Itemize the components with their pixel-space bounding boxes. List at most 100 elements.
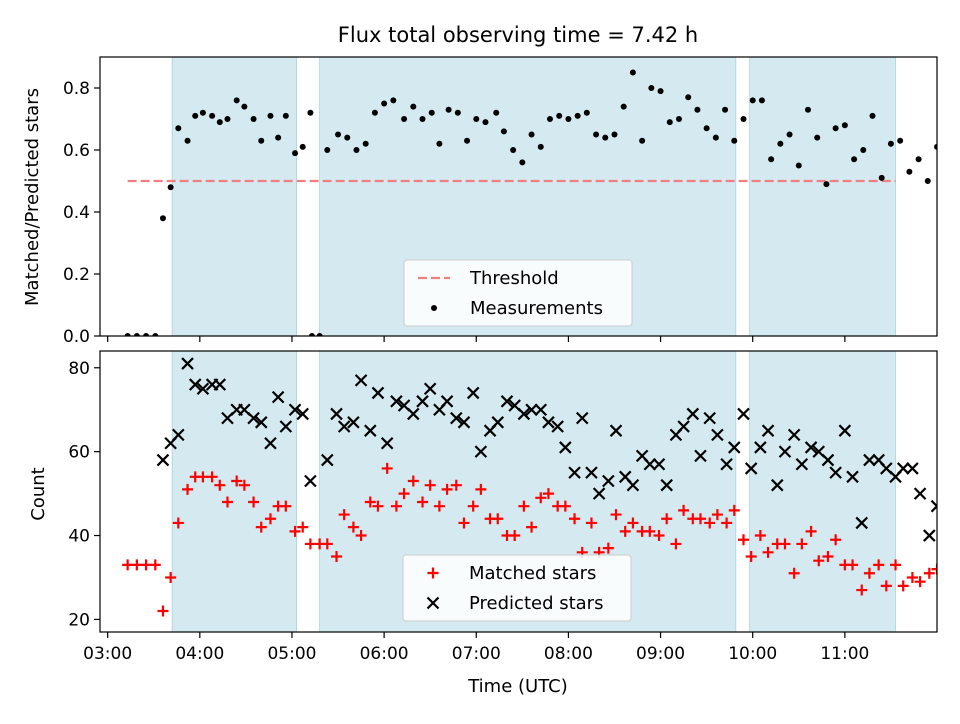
predicted-star-point xyxy=(551,420,564,433)
matched-star-point xyxy=(653,530,665,542)
predicted-star-point xyxy=(407,407,420,421)
matched-star-point xyxy=(559,500,571,512)
matched-star-point xyxy=(165,571,177,583)
matched-star-point xyxy=(197,471,209,483)
x-tick-label: 04:00 xyxy=(175,644,224,664)
measurement-point xyxy=(758,97,765,104)
x-tick-label: 10:00 xyxy=(728,644,777,664)
matched-star-point xyxy=(542,488,554,500)
measurement-point xyxy=(324,147,331,153)
matched-star-point xyxy=(830,534,842,546)
measurement-point xyxy=(482,119,489,126)
matched-star-point xyxy=(458,517,470,529)
y-tick-label: 40 xyxy=(68,527,90,547)
measurement-point xyxy=(851,156,858,163)
measurement-point xyxy=(299,143,306,150)
predicted-star-point xyxy=(188,378,202,391)
bottom-xlabel: Time (UTC) xyxy=(467,676,568,697)
matched-star-point xyxy=(728,504,740,516)
measurement-point xyxy=(275,134,282,141)
predicted-star-point xyxy=(491,416,505,429)
matched-star-point xyxy=(762,546,774,558)
measurement-point xyxy=(934,143,937,150)
predicted-star-point xyxy=(913,487,927,500)
measurement-point xyxy=(335,131,342,138)
axes-frame xyxy=(99,56,938,337)
measurement-point xyxy=(192,112,199,119)
predicted-star-point xyxy=(795,457,809,471)
measurement-point xyxy=(353,147,360,153)
predicted-star-point xyxy=(727,441,741,454)
measurement-point xyxy=(583,109,590,116)
matched-star-point xyxy=(906,571,918,583)
measurement-point xyxy=(648,85,655,91)
predicted-star-point xyxy=(711,428,724,442)
measurement-point xyxy=(611,131,618,138)
matched-star-point xyxy=(923,567,935,579)
observing-window-3 xyxy=(749,56,896,337)
measurement-point xyxy=(639,137,646,144)
measurement-point xyxy=(593,131,600,138)
predicted-star-point xyxy=(534,403,548,416)
predicted-star-point xyxy=(643,457,657,471)
predicted-star-point xyxy=(896,462,910,475)
measurement-point xyxy=(768,156,775,163)
predicted-star-point xyxy=(542,416,555,429)
matched-star-point xyxy=(467,500,479,512)
measurement-point xyxy=(464,137,471,144)
predicted-star-point xyxy=(416,395,429,408)
measurement-point xyxy=(250,116,257,122)
matched-star-point xyxy=(694,513,706,525)
predicted-star-point xyxy=(330,407,343,421)
x-tick-label: 03:00 xyxy=(83,644,132,664)
legend-box xyxy=(402,554,632,622)
measurement-point xyxy=(258,137,265,144)
predicted-star-point xyxy=(271,390,285,404)
matched-star-point xyxy=(172,517,184,529)
predicted-star-point xyxy=(863,453,876,467)
matched-star-point xyxy=(670,538,682,550)
measurement-point xyxy=(602,134,609,141)
measurement-point xyxy=(292,150,299,157)
measurement-point xyxy=(390,97,397,104)
bottom-panel: 20 40 60 80 03:00 04:00 05:00 06:00 07:00 08:00 09… xyxy=(68,350,938,664)
matched-star-point xyxy=(627,517,639,529)
y-tick-label: 20 xyxy=(68,610,90,630)
y-tick-label: 0.8 xyxy=(63,79,90,99)
measurement-point xyxy=(184,137,191,144)
predicted-star-point xyxy=(304,474,317,488)
predicted-star-point xyxy=(559,441,572,454)
legend-label: Measurements xyxy=(470,298,603,319)
measurement-point xyxy=(167,184,174,191)
measurement-point xyxy=(887,140,894,147)
matched-star-point xyxy=(140,559,152,571)
matched-star-point xyxy=(805,525,817,537)
predicted-star-point xyxy=(787,428,801,442)
measurement-point xyxy=(124,333,131,336)
predicted-star-point xyxy=(761,424,775,437)
predicted-star-point xyxy=(838,424,852,437)
predicted-star-point xyxy=(778,445,792,458)
top-ylabel: Matched/Predicted stars xyxy=(22,88,43,306)
predicted-star-point xyxy=(821,453,835,467)
predicted-star-point xyxy=(466,386,480,400)
matched-star-point xyxy=(526,521,538,533)
measurement-point xyxy=(473,116,480,122)
measurement-point xyxy=(924,178,931,184)
measurement-point xyxy=(133,333,140,336)
measurement-point xyxy=(241,103,248,110)
measurement-point xyxy=(878,174,885,181)
measurement-point xyxy=(869,112,876,119)
matched-star-point xyxy=(398,488,410,500)
matched-star-point xyxy=(754,530,766,542)
measurement-point xyxy=(216,119,223,126)
measurement-point xyxy=(731,137,738,144)
measurement-point xyxy=(906,168,913,175)
measurement-point xyxy=(795,162,802,169)
matched-star-point xyxy=(475,483,487,495)
matched-star-point xyxy=(610,509,622,521)
measurement-point xyxy=(308,333,315,336)
predicted-star-point xyxy=(264,436,277,450)
measurement-point xyxy=(401,116,408,122)
